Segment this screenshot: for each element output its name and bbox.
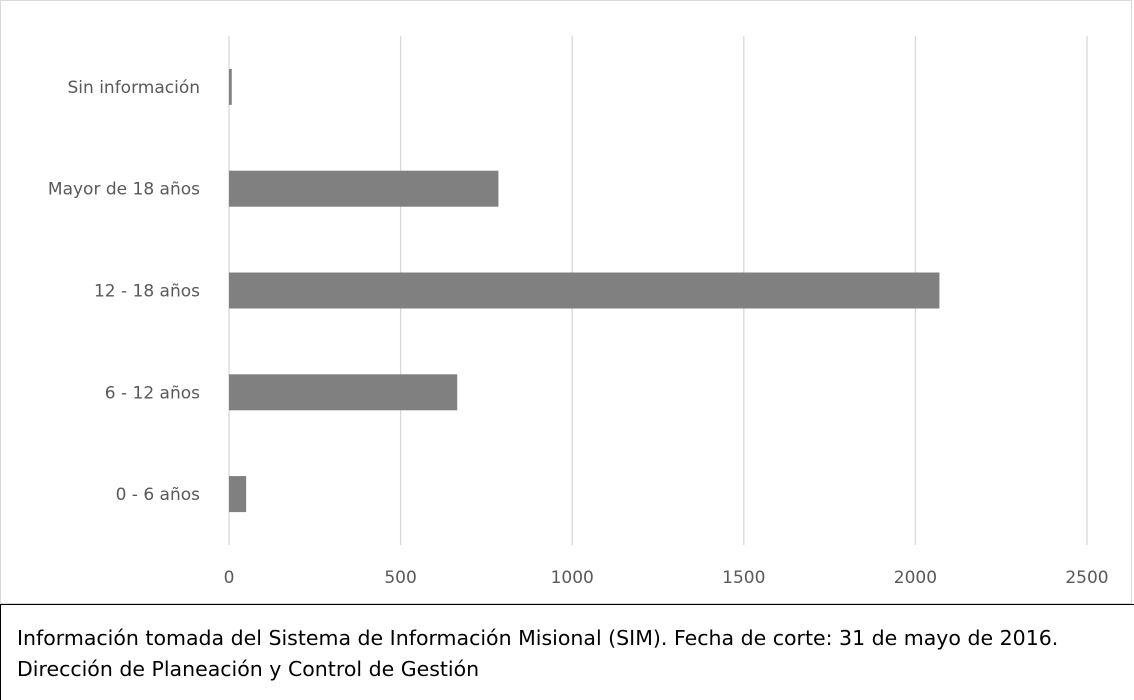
x-tick-labels: 0 500 1000 1500 2000 2500 bbox=[224, 568, 1109, 588]
category-label: Sin información bbox=[68, 78, 201, 98]
bar-mayor-de-18-años bbox=[229, 170, 499, 207]
category-labels: 0 - 6 años 6 - 12 años 12 - 18 años Mayor d… bbox=[48, 78, 200, 505]
category-label: 12 - 18 años bbox=[94, 282, 200, 302]
x-tick-label: 500 bbox=[384, 568, 416, 588]
x-tick-label: 2500 bbox=[1065, 568, 1108, 588]
bar-0---6-años bbox=[229, 476, 247, 513]
category-label: 6 - 12 años bbox=[105, 383, 200, 403]
bar-12---18-años bbox=[229, 272, 940, 309]
horizontal-bar-chart: 0 - 6 años 6 - 12 años 12 - 18 años Mayor d… bbox=[48, 36, 1109, 588]
bars bbox=[229, 68, 940, 513]
x-tick-label: 2000 bbox=[894, 568, 937, 588]
category-label: 0 - 6 años bbox=[116, 485, 201, 505]
category-label: Mayor de 18 años bbox=[48, 180, 200, 200]
caption-text: Información tomada del Sistema de Inform… bbox=[17, 626, 1059, 681]
bar-sin-información bbox=[229, 68, 232, 105]
x-tick-label: 1500 bbox=[722, 568, 765, 588]
x-tick-label: 0 bbox=[224, 568, 235, 588]
x-tick-label: 1000 bbox=[551, 568, 594, 588]
figure-caption: Información tomada del Sistema de Inform… bbox=[0, 604, 1134, 700]
bar-6---12-años bbox=[229, 374, 458, 411]
